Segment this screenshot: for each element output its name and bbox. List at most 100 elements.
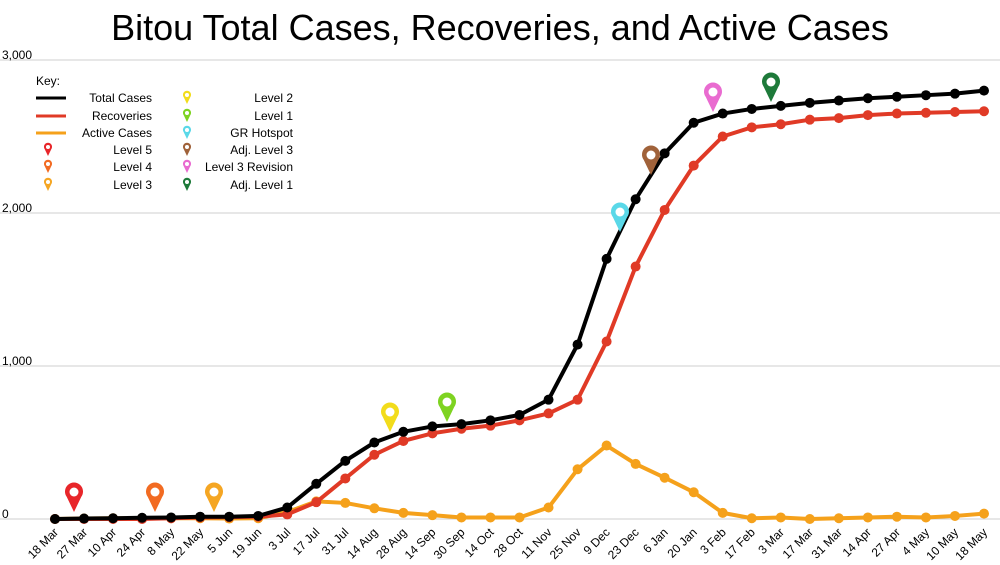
pin-hole <box>184 92 190 98</box>
x-tick-label: 17 Feb <box>722 525 759 562</box>
data-point <box>427 428 438 439</box>
data-point <box>659 472 670 483</box>
pin-body <box>182 159 192 173</box>
pin-hole <box>385 407 395 417</box>
legend-pin <box>43 159 53 173</box>
data-point <box>195 511 206 522</box>
legend-label: Level 5 <box>113 143 152 157</box>
x-tick-label: 11 Nov <box>518 525 554 561</box>
x-tick-label: 3 Jul <box>266 525 294 553</box>
series-line <box>55 109 985 521</box>
data-point <box>572 464 583 475</box>
pin-body <box>182 142 192 156</box>
pin-hole <box>45 144 51 150</box>
data-point <box>427 510 438 521</box>
legend-pin <box>182 177 192 191</box>
legend-pin <box>182 108 192 122</box>
data-point <box>688 487 699 498</box>
data-point <box>108 513 119 524</box>
pin-hole <box>184 127 190 133</box>
data-point <box>920 107 931 118</box>
x-tick-label: 14 Apr <box>840 525 874 559</box>
data-point <box>166 512 177 523</box>
event-pin <box>762 72 781 102</box>
data-point <box>949 88 960 99</box>
data-point <box>369 449 380 460</box>
data-point <box>949 510 960 521</box>
legend-label: Adj. Level 1 <box>230 178 293 192</box>
data-point <box>543 408 554 419</box>
x-tick-label: 14 Oct <box>462 525 497 560</box>
x-tick-label: 14 Sep <box>402 525 439 562</box>
data-point <box>311 478 322 489</box>
data-point <box>862 110 873 121</box>
pin-hole <box>45 179 51 185</box>
pin-body <box>205 482 224 512</box>
pin-body <box>182 177 192 191</box>
pin-body <box>43 159 53 173</box>
pin-body <box>381 402 399 432</box>
data-point <box>891 108 902 119</box>
data-point <box>456 512 467 523</box>
pin-body <box>437 392 456 422</box>
legend-pin <box>182 159 192 173</box>
legend-pin <box>182 90 192 104</box>
pin-body <box>611 202 630 232</box>
pin-hole <box>150 487 160 497</box>
data-point <box>688 160 699 171</box>
data-point <box>79 513 90 524</box>
series-line <box>54 88 985 521</box>
legend-label: Active Cases <box>82 126 152 140</box>
data-point <box>485 512 496 523</box>
event-pin <box>205 482 224 512</box>
x-tick-label: 30 Sep <box>431 525 468 562</box>
pin-body <box>43 177 53 191</box>
legend-label: Level 3 Revision <box>205 160 293 174</box>
data-point <box>688 117 699 128</box>
data-point <box>717 507 728 518</box>
event-pin <box>381 402 399 432</box>
data-point <box>369 437 380 448</box>
data-point <box>717 131 728 142</box>
legend-label: Recoveries <box>92 109 152 123</box>
pin-body <box>762 72 781 102</box>
pin-body <box>65 482 83 512</box>
data-point <box>746 513 757 524</box>
data-point <box>543 394 554 405</box>
data-point <box>282 502 293 513</box>
data-point <box>979 106 989 117</box>
x-tick-label: 23 Dec <box>605 525 642 562</box>
data-point <box>804 514 815 524</box>
legend-label: Level 1 <box>254 109 293 123</box>
data-point <box>398 435 409 446</box>
pin-hole <box>442 397 452 407</box>
data-point <box>340 455 351 466</box>
data-point <box>630 458 641 469</box>
pin-body <box>642 145 660 175</box>
x-tick-label: 18 Mar <box>25 525 61 561</box>
data-point <box>601 253 612 264</box>
x-tick-label: 17 Mar <box>780 525 816 561</box>
data-point <box>775 512 786 523</box>
data-point <box>340 473 351 484</box>
data-point <box>775 100 786 111</box>
pin-hole <box>184 161 190 167</box>
event-pin <box>437 392 456 422</box>
legend-label: Level 4 <box>113 160 152 174</box>
data-point <box>949 107 960 118</box>
legend-pin <box>43 177 53 191</box>
legend-label: Level 3 <box>113 178 152 192</box>
event-pin <box>146 482 164 512</box>
data-point <box>659 148 670 159</box>
legend-label: Level 2 <box>254 91 293 105</box>
x-tick-label: 17 Jul <box>290 525 323 558</box>
x-tick-label: 20 Jan <box>664 525 699 560</box>
x-tick-label: 10 Apr <box>85 525 119 559</box>
data-point <box>804 114 815 125</box>
y-tick-label: 3,000 <box>2 48 32 62</box>
pin-hole <box>45 161 51 167</box>
x-tick-label: 27 Apr <box>869 525 903 559</box>
data-point <box>979 85 989 96</box>
data-point <box>891 511 902 522</box>
data-point <box>833 513 844 524</box>
